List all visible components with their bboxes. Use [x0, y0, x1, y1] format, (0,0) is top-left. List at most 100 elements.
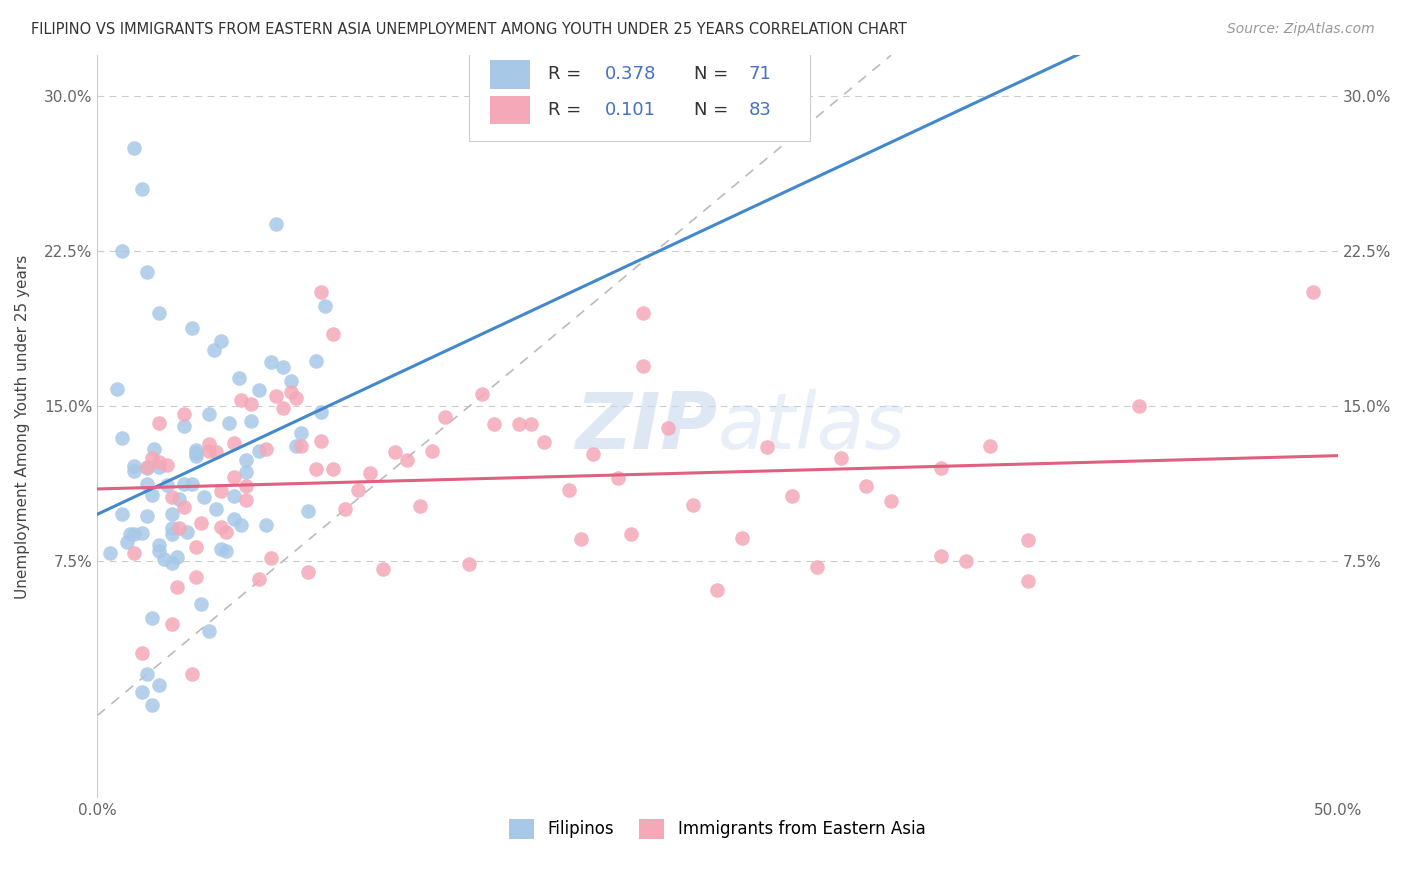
Point	[124, 464, 146, 478]
Point	[141, 450, 163, 465]
FancyBboxPatch shape	[470, 47, 810, 141]
Point	[309, 285, 332, 300]
Point	[396, 453, 419, 467]
Point	[706, 582, 728, 597]
Point	[284, 392, 307, 406]
Point	[979, 439, 1001, 453]
Point	[346, 483, 368, 497]
Point	[280, 384, 302, 399]
Text: N =: N =	[695, 65, 734, 84]
Point	[260, 551, 283, 566]
Point	[148, 416, 170, 430]
Point	[520, 417, 543, 431]
Point	[173, 418, 195, 433]
Point	[1017, 533, 1039, 547]
Point	[111, 431, 134, 445]
FancyBboxPatch shape	[491, 61, 530, 88]
Point	[533, 435, 555, 450]
Point	[167, 492, 190, 507]
Point	[141, 487, 163, 501]
Point	[111, 244, 134, 259]
Point	[222, 511, 245, 525]
Point	[420, 444, 443, 458]
Point	[124, 141, 146, 155]
Text: FILIPINO VS IMMIGRANTS FROM EASTERN ASIA UNEMPLOYMENT AMONG YOUTH UNDER 25 YEARS: FILIPINO VS IMMIGRANTS FROM EASTERN ASIA…	[31, 22, 907, 37]
Point	[458, 557, 481, 571]
Point	[148, 538, 170, 552]
Point	[190, 516, 212, 531]
Point	[209, 520, 232, 534]
Point	[297, 566, 319, 580]
Point	[205, 445, 228, 459]
Point	[260, 355, 283, 369]
Point	[235, 479, 257, 493]
Point	[304, 461, 326, 475]
Point	[135, 508, 157, 523]
Point	[929, 549, 952, 563]
Point	[247, 572, 270, 586]
Point	[228, 371, 250, 385]
Point	[557, 483, 579, 497]
Point	[290, 426, 312, 441]
Point	[148, 455, 170, 469]
Point	[240, 414, 263, 428]
Point	[314, 299, 336, 313]
Point	[118, 527, 141, 541]
Point	[186, 540, 208, 554]
Point	[198, 437, 221, 451]
Point	[880, 494, 903, 508]
Point	[190, 597, 212, 611]
Point	[756, 440, 779, 454]
Point	[215, 524, 238, 539]
Point	[135, 461, 157, 475]
Point	[620, 527, 643, 541]
Point	[156, 458, 179, 473]
Point	[309, 405, 332, 419]
Point	[160, 508, 183, 522]
Point	[231, 518, 253, 533]
Point	[160, 521, 183, 535]
Point	[141, 611, 163, 625]
Point	[384, 445, 406, 459]
Point	[264, 389, 287, 403]
Point	[284, 438, 307, 452]
Point	[143, 442, 166, 456]
Point	[135, 477, 157, 491]
Point	[135, 460, 157, 475]
Point	[433, 409, 456, 424]
Point	[322, 462, 344, 476]
FancyBboxPatch shape	[491, 96, 530, 124]
Point	[131, 685, 153, 699]
Point	[148, 459, 170, 474]
Point	[631, 359, 654, 374]
Point	[209, 484, 232, 499]
Point	[235, 465, 257, 479]
Point	[156, 478, 179, 492]
Point	[309, 434, 332, 449]
Point	[290, 439, 312, 453]
Point	[335, 501, 357, 516]
Point	[235, 453, 257, 467]
Point	[141, 698, 163, 713]
Point	[180, 477, 202, 491]
Point	[186, 442, 208, 457]
Point	[657, 420, 679, 434]
Point	[198, 407, 221, 421]
Point	[193, 490, 215, 504]
Point	[166, 580, 188, 594]
Point	[124, 527, 146, 541]
Point	[231, 393, 253, 408]
Point	[124, 458, 146, 473]
Point	[105, 382, 128, 396]
Point	[409, 499, 432, 513]
Point	[222, 436, 245, 450]
Point	[631, 306, 654, 320]
Point	[115, 534, 138, 549]
Text: atlas: atlas	[717, 389, 905, 465]
Point	[173, 477, 195, 491]
Point	[148, 306, 170, 320]
Text: R =: R =	[547, 101, 586, 120]
Point	[160, 527, 183, 541]
Legend: Filipinos, Immigrants from Eastern Asia: Filipinos, Immigrants from Eastern Asia	[503, 812, 932, 846]
Point	[235, 492, 257, 507]
